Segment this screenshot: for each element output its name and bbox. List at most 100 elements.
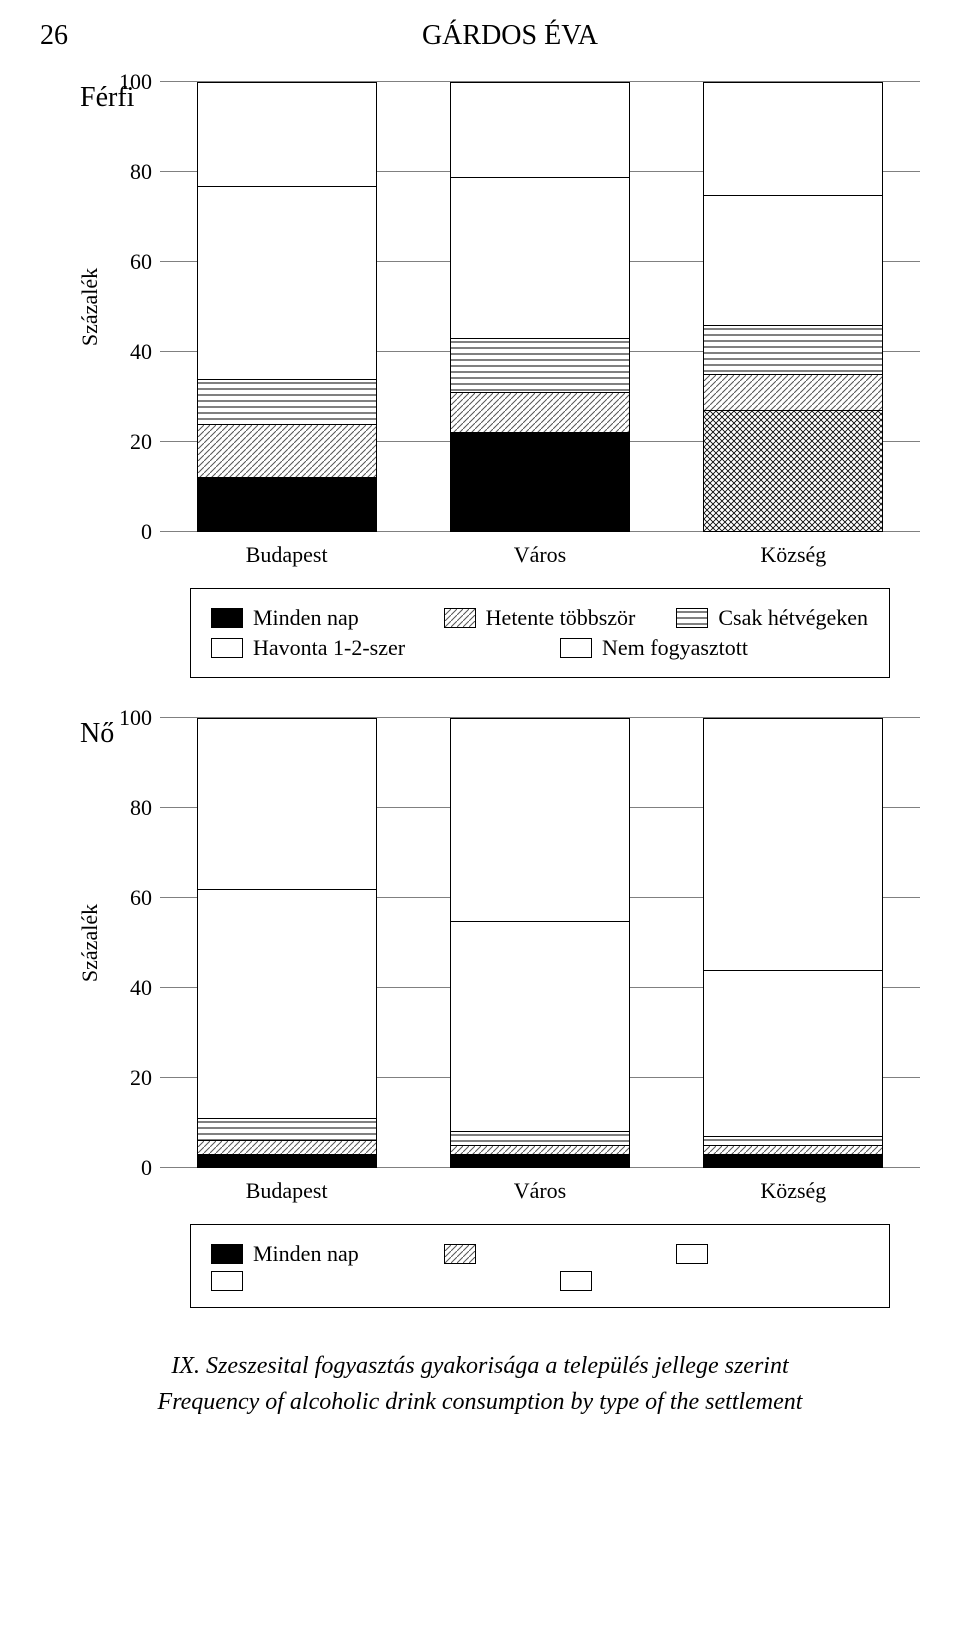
legend-item: Hetente többször <box>444 605 637 631</box>
bar-segment <box>451 83 629 177</box>
caption-en: Frequency of alcoholic drink consumption… <box>158 1389 803 1415</box>
stacked-bar <box>450 718 630 1168</box>
bar-segment <box>704 1136 882 1145</box>
legend-swatch <box>211 638 243 658</box>
legend-label: Minden nap <box>253 1241 359 1267</box>
female-plot-area: Százalék 020406080100 <box>160 718 920 1168</box>
bar-segment <box>451 1145 629 1154</box>
y-tick-label: 80 <box>130 795 152 821</box>
x-label: Budapest <box>197 1178 377 1204</box>
legend-swatch <box>560 1271 592 1291</box>
y-tick-label: 60 <box>130 249 152 275</box>
stacked-bar <box>703 82 883 532</box>
female-chart-section: Nő Százalék 020406080100 Budapest Város … <box>40 718 920 1308</box>
bars-row <box>160 718 920 1168</box>
stacked-bar <box>197 718 377 1168</box>
y-tick-label: 80 <box>130 159 152 185</box>
legend-swatch <box>676 1244 708 1264</box>
bar-segment <box>198 83 376 186</box>
male-chart-section: Férfi Százalék 020406080100 Budapest Vár… <box>40 82 920 678</box>
bar-segment <box>451 177 629 338</box>
bar-segment <box>704 83 882 195</box>
bar-segment <box>198 186 376 379</box>
bar-segment <box>198 1118 376 1140</box>
legend-label: Hetente többször <box>486 605 636 631</box>
legend-item: Nem fogyasztott <box>560 635 869 661</box>
bar-segment <box>451 338 629 392</box>
bar-segment <box>704 719 882 970</box>
x-label: Község <box>703 542 883 568</box>
stacked-bar <box>450 82 630 532</box>
bar-segment <box>451 1131 629 1144</box>
bar-segment <box>198 719 376 889</box>
y-tick-label: 0 <box>141 1155 152 1181</box>
bar-segment <box>451 1154 629 1167</box>
legend-label: Csak hétvégeken <box>718 605 868 631</box>
caption-label: IX. <box>171 1353 200 1379</box>
x-axis-labels: Budapest Város Község <box>160 542 920 568</box>
legend-row: Minden nap <box>211 1241 869 1267</box>
y-tick-label: 20 <box>130 429 152 455</box>
bar-segment <box>704 1145 882 1154</box>
y-tick-label: 40 <box>130 975 152 1001</box>
y-tick-label: 0 <box>141 519 152 545</box>
stacked-bar <box>197 82 377 532</box>
legend-item <box>676 1241 869 1267</box>
legend-label: Minden nap <box>253 605 359 631</box>
legend-swatch <box>676 608 708 628</box>
stacked-bar <box>703 718 883 1168</box>
legend-swatch <box>444 1244 476 1264</box>
bars-row <box>160 82 920 532</box>
page-number: 26 <box>40 20 100 52</box>
x-axis-labels: Budapest Város Község <box>160 1178 920 1204</box>
legend-item <box>560 1271 869 1291</box>
bar-segment <box>198 424 376 478</box>
legend-row: Minden nap Hetente többször Csak hétvégeke… <box>211 605 869 631</box>
bar-segment <box>198 379 376 424</box>
legend-item: Csak hétvégeken <box>676 605 869 631</box>
bar-segment <box>198 1154 376 1167</box>
male-plot-area: Százalék 020406080100 <box>160 82 920 532</box>
x-label: Város <box>450 542 630 568</box>
y-tick-label: 100 <box>119 705 152 731</box>
bar-segment <box>704 325 882 374</box>
legend-row <box>211 1271 869 1291</box>
bar-segment <box>198 889 376 1117</box>
bar-segment <box>704 410 882 531</box>
legend-item <box>444 1241 637 1267</box>
header-title: GÁRDOS ÉVA <box>100 20 920 52</box>
figure-caption: IX. Szeszesital fogyasztás gyakorisága a… <box>40 1348 920 1420</box>
bar-segment <box>451 719 629 921</box>
x-label: Város <box>450 1178 630 1204</box>
legend-swatch <box>211 608 243 628</box>
x-label: Község <box>703 1178 883 1204</box>
legend-swatch <box>211 1271 243 1291</box>
y-tick-label: 20 <box>130 1065 152 1091</box>
bar-segment <box>451 921 629 1132</box>
y-axis-label: Százalék <box>77 268 103 346</box>
legend-male: Minden nap Hetente többször Csak hétvégeke… <box>190 588 890 678</box>
bar-segment <box>704 195 882 325</box>
legend-swatch <box>444 608 476 628</box>
legend-label: Havonta 1-2-szer <box>253 635 405 661</box>
bar-segment <box>704 374 882 410</box>
legend-item: Minden nap <box>211 1241 404 1267</box>
legend-swatch <box>211 1244 243 1264</box>
y-tick-label: 60 <box>130 885 152 911</box>
bar-segment <box>704 1154 882 1167</box>
bar-segment <box>451 392 629 432</box>
legend-swatch <box>560 638 592 658</box>
y-axis-label: Százalék <box>77 904 103 982</box>
legend-item <box>211 1271 520 1291</box>
bar-segment <box>198 1140 376 1153</box>
bar-segment <box>451 432 629 531</box>
female-label: Nő <box>80 718 114 750</box>
legend-item: Havonta 1-2-szer <box>211 635 520 661</box>
legend-item: Minden nap <box>211 605 404 631</box>
y-tick-label: 100 <box>119 69 152 95</box>
caption-hu: Szeszesital fogyasztás gyakorisága a tel… <box>206 1353 789 1379</box>
legend-row: Havonta 1-2-szer Nem fogyasztott <box>211 635 869 661</box>
x-label: Budapest <box>197 542 377 568</box>
bar-segment <box>704 970 882 1136</box>
legend-label: Nem fogyasztott <box>602 635 748 661</box>
